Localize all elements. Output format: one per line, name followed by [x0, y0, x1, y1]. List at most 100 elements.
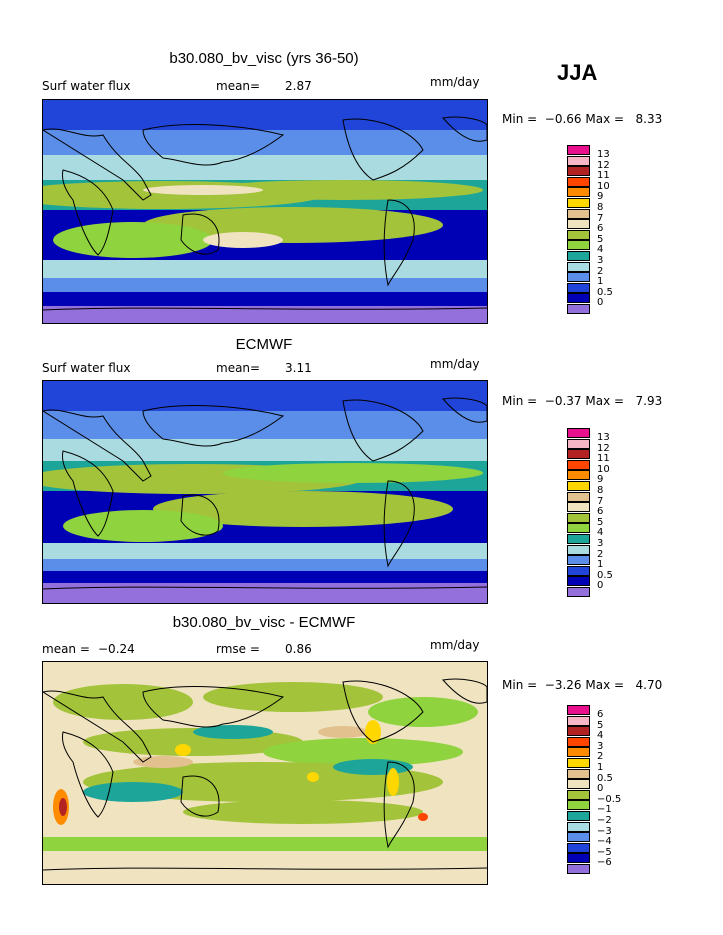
legend-swatch: [567, 555, 590, 566]
legend-swatch: [567, 565, 590, 576]
legend-swatch: [567, 758, 590, 768]
legend-swatch: [567, 811, 590, 821]
season-label: JJA: [557, 60, 598, 85]
legend-label: 11: [597, 170, 610, 182]
panel1-map-svg: [43, 100, 487, 323]
panel2-min-max: Min = −0.37 Max = 7.93: [502, 394, 663, 408]
legend-swatch: [567, 449, 590, 460]
legend-label: 0.5: [597, 569, 613, 581]
panel3-title: b30.080_bv_visc - ECMWF: [172, 614, 356, 631]
legend-swatch: [567, 832, 590, 843]
legend-label: 3: [597, 538, 604, 549]
legend-swatch: [567, 293, 590, 304]
legend-label: 2: [597, 751, 604, 763]
panel2-legend: 13 12 11 10 9 8 7 6 5 4 3 2 1 0.5 0: [567, 428, 627, 608]
legend-label: 7: [597, 495, 604, 507]
legend-label: 0.5: [597, 286, 613, 298]
legend-swatch: [567, 747, 590, 758]
legend-label: −5: [597, 846, 612, 858]
legend-swatch: [567, 576, 590, 587]
panel2-mean-label: mean=: [216, 361, 261, 375]
legend-swatch: [567, 459, 590, 470]
legend-label: −2: [597, 815, 612, 826]
legend-swatch: [567, 736, 590, 747]
legend-label: 10: [597, 463, 610, 475]
legend-label: 6: [597, 709, 604, 720]
panel1-title: b30.080_bv_visc (yrs 36-50): [169, 50, 359, 67]
legend-swatch: [567, 842, 590, 853]
panel1-map: [42, 99, 488, 324]
legend-swatch: [567, 240, 590, 251]
legend-swatch: [567, 491, 590, 502]
legend-swatch: [567, 155, 590, 166]
legend-label: 0: [597, 783, 604, 795]
panel2-map-svg: [43, 381, 487, 603]
legend-label: 2: [597, 265, 604, 277]
legend-label: 0.5: [597, 772, 613, 784]
legend-label: −1: [597, 804, 612, 816]
legend-swatch: [567, 251, 590, 261]
legend-label: −6: [597, 857, 612, 869]
legend-swatch: [567, 481, 590, 491]
panel2-mean-value: 3.11: [285, 361, 312, 375]
panel1-mean-label: mean=: [216, 79, 261, 93]
legend-swatch: [567, 438, 590, 449]
legend-label: −4: [597, 836, 612, 848]
panel3-mean-label: mean =: [42, 642, 90, 656]
legend-swatch: [567, 726, 590, 737]
legend-swatch: [567, 821, 590, 832]
legend-swatch: [567, 789, 590, 800]
legend-label: 0: [597, 580, 604, 592]
legend-label: 10: [597, 180, 610, 192]
legend-swatch: [567, 272, 590, 283]
legend-label: 4: [597, 244, 604, 256]
legend-label: 7: [597, 212, 604, 224]
legend-label: 0: [597, 297, 604, 309]
panel1-legend: 13 12 11 10 9 8 7 6 5 4 3 2 1 0.5 0: [567, 145, 627, 325]
legend-label: 8: [597, 202, 604, 213]
legend-label: 5: [597, 719, 604, 731]
legend-label: 4: [597, 730, 604, 742]
legend-swatch: [567, 428, 590, 438]
panel3-map: [42, 661, 488, 885]
legend-swatch: [567, 864, 590, 874]
legend-label: 13: [597, 149, 610, 160]
legend-swatch: [567, 715, 590, 726]
panel3-mean-value: −0.24: [98, 642, 135, 656]
legend-swatch: [567, 304, 590, 314]
legend-label: 12: [597, 159, 610, 171]
legend-label: 13: [597, 432, 610, 443]
legend-swatch: [567, 208, 590, 219]
panel3-units: mm/day: [430, 638, 480, 652]
legend-swatch: [567, 800, 590, 811]
legend-swatch: [567, 282, 590, 293]
legend-swatch: [567, 145, 590, 155]
panel3-rmse-value: 0.86: [285, 642, 312, 656]
legend-label: −3: [597, 825, 612, 837]
panel3-rmse-label: rmse =: [216, 642, 260, 656]
legend-label: 1: [597, 559, 604, 571]
legend-swatch: [567, 470, 590, 481]
legend-swatch: [567, 534, 590, 544]
legend-swatch: [567, 219, 590, 230]
legend-label: 8: [597, 485, 604, 496]
panel2-field-label: Surf water flux: [42, 361, 131, 375]
legend-label: 4: [597, 527, 604, 539]
legend-label: 5: [597, 516, 604, 528]
legend-label: 2: [597, 548, 604, 560]
legend-label: 12: [597, 442, 610, 454]
panel2-map: [42, 380, 488, 604]
legend-swatch: [567, 523, 590, 534]
panel1-units: mm/day: [430, 75, 480, 89]
legend-swatch: [567, 779, 590, 790]
legend-label: 1: [597, 276, 604, 288]
panel1-field-label: Surf water flux: [42, 79, 131, 93]
legend-label: −0.5: [597, 793, 622, 805]
legend-swatch: [567, 176, 590, 187]
panel2-units: mm/day: [430, 357, 480, 371]
legend-label: 3: [597, 740, 604, 752]
legend-label: 9: [597, 474, 604, 486]
legend-swatch: [567, 166, 590, 177]
legend-label: 3: [597, 255, 604, 266]
panel3-legend: 6 5 4 3 2 1 0.5 0 −0.5 −1 −2 −3 −4 −5 −6: [567, 705, 627, 885]
